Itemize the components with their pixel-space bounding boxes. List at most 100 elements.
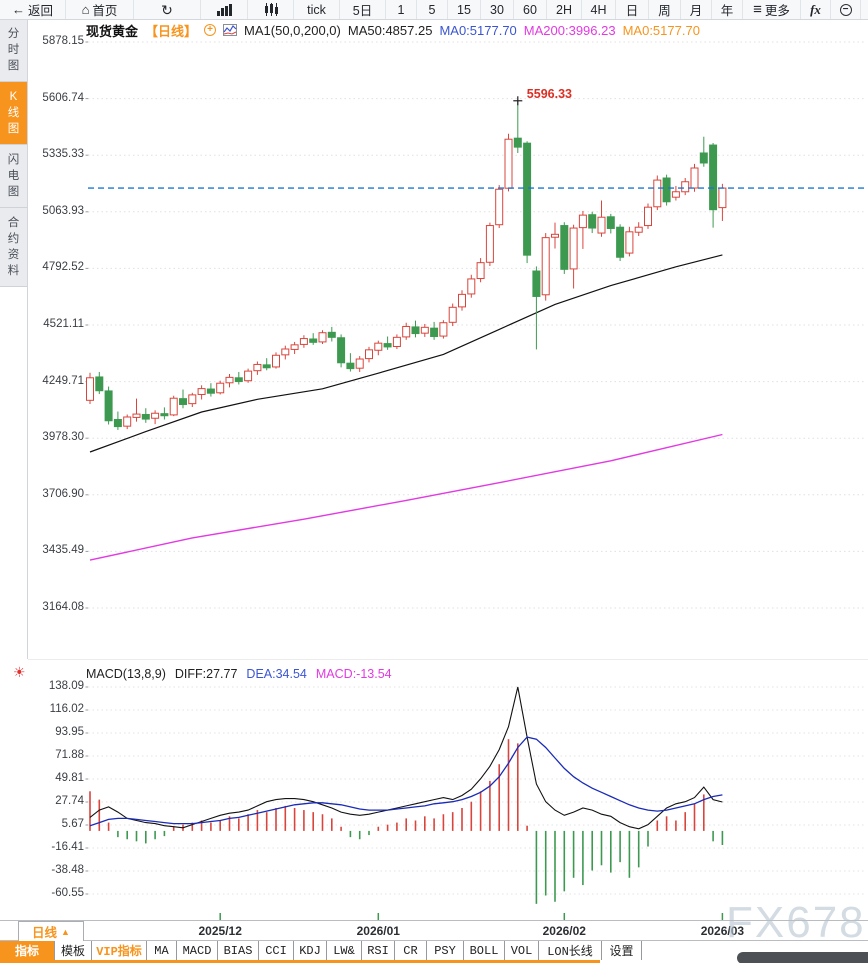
main-y-tick: 3978.30: [42, 431, 84, 444]
tab-cci[interactable]: CCI: [259, 941, 294, 960]
tab-bias[interactable]: BIAS: [218, 941, 259, 960]
back-arrow-icon: ←: [11, 2, 25, 17]
add-indicator-icon[interactable]: +: [204, 24, 217, 36]
x-axis-label: 2026/03: [700, 924, 745, 938]
tab-label: 指标: [14, 945, 39, 959]
toolbar-item-fx[interactable]: fx: [801, 0, 831, 19]
tab-label: LW&: [333, 943, 355, 958]
toolbar-item-tick[interactable]: tick: [294, 0, 340, 19]
tab-vip[interactable]: VIP指标: [92, 941, 147, 960]
indicator-tabbar: 指标 模板 VIP指标 MA MACD BIAS CCI KDJ LW& RSI CR PSY BOLL…: [0, 941, 868, 960]
macd-diff-value: DIFF:27.77: [174, 667, 238, 681]
mini-chart-icon[interactable]: [223, 24, 238, 36]
toolbar-item-1min[interactable]: 1: [386, 0, 417, 19]
candles-icon: [264, 3, 278, 16]
tab-ma[interactable]: MA: [147, 941, 177, 960]
period-selector-button[interactable]: 日线 ▲: [18, 921, 84, 942]
tab-boll[interactable]: BOLL: [464, 941, 505, 960]
pane-separator: [28, 659, 868, 660]
toolbar-item-label: 5日: [352, 4, 373, 18]
tab-label: VIP指标: [96, 945, 142, 959]
bottom-accent-strip: [0, 960, 600, 963]
tab-label: RSI: [367, 943, 389, 958]
toolbar-item-label: 60: [523, 2, 537, 17]
sidebar-item-1[interactable]: 分时图: [0, 19, 27, 82]
tab-kdj[interactable]: KDJ: [294, 941, 327, 960]
menu-icon: ≡: [753, 1, 762, 18]
x-axis-label: 2026/02: [542, 924, 586, 938]
tab-lw[interactable]: LW&: [327, 941, 362, 960]
indicator-settings-icon[interactable]: ☀: [13, 664, 26, 680]
toolbar-item-day[interactable]: 日: [616, 0, 649, 19]
tab-label: PSY: [434, 943, 456, 958]
tab-[interactable]: 设置: [602, 941, 642, 960]
main-y-tick: 5335.33: [42, 148, 84, 161]
toolbar-item-5d[interactable]: 5日: [340, 0, 386, 19]
main-y-tick: 5063.93: [42, 204, 84, 217]
x-axis-label: 2025/12: [198, 924, 242, 938]
tab-label: 设置: [609, 945, 634, 959]
tab-psy[interactable]: PSY: [427, 941, 464, 960]
toolbar-item-refresh[interactable]: ↻: [134, 0, 201, 19]
sidebar-item-label: K线图: [7, 91, 20, 135]
toolbar-item-label: 30: [490, 2, 504, 17]
tab-label: LON长线: [547, 945, 593, 959]
toolbar-item-label: 日: [625, 4, 639, 18]
tab-macd[interactable]: MACD: [177, 941, 218, 960]
sidebar-item-3[interactable]: 闪电图: [0, 145, 27, 208]
tab-rsi[interactable]: RSI: [362, 941, 395, 960]
axis-border-top: [0, 920, 868, 921]
toolbar-item-label: 2H: [556, 2, 572, 17]
main-y-tick: 5878.15: [42, 35, 84, 47]
toolbar-item-candle-mode[interactable]: [248, 0, 294, 19]
macd-y-tick: 27.74: [55, 795, 84, 807]
main-y-tick: 4249.71: [42, 374, 84, 387]
toolbar-item-back[interactable]: ← 返回: [0, 0, 66, 19]
toolbar-item-4h[interactable]: 4H: [582, 0, 616, 19]
chart-header: 现货黄金 【日线】 + MA1(50,0,200,0) MA50:4857.25…: [86, 22, 700, 39]
chevron-up-icon: ▲: [61, 926, 70, 937]
toolbar-item-month[interactable]: 月: [681, 0, 712, 19]
toolbar-item-60min[interactable]: 60: [514, 0, 547, 19]
tab-cr[interactable]: CR: [395, 941, 427, 960]
toolbar-item-label: tick: [307, 2, 326, 17]
toolbar-item-more[interactable]: ≡ 更多: [743, 0, 801, 19]
sidebar-item-label: 分时图: [7, 28, 20, 72]
main-y-tick: 3706.90: [42, 487, 84, 500]
toolbar-item-15min[interactable]: 15: [448, 0, 481, 19]
toolbar-item-home[interactable]: ⌂ 首页: [66, 0, 134, 19]
symbol-title: 现货黄金: [86, 23, 139, 39]
macd-y-tick: -60.55: [51, 887, 84, 899]
macd-dea-value: DEA:34.54: [246, 667, 307, 681]
sidebar-item-2[interactable]: K线图: [0, 82, 27, 145]
toolbar-item-week[interactable]: 周: [649, 0, 681, 19]
tab-[interactable]: 指标: [0, 941, 55, 960]
macd-y-tick: 71.88: [55, 749, 84, 761]
ma0-orange-value: MA0:5177.70: [622, 22, 700, 38]
bar-chart-icon: [217, 4, 232, 16]
toolbar-item-bar-chart-mode[interactable]: [201, 0, 248, 19]
sidebar-item-label: 合约资料: [7, 217, 20, 277]
sidebar-item-4[interactable]: 合约资料: [0, 208, 27, 287]
toolbar-item-year[interactable]: 年: [712, 0, 743, 19]
toolbar-item-zoom-out[interactable]: −: [831, 0, 861, 19]
sidebar-item-label: 闪电图: [7, 154, 20, 198]
tab-[interactable]: 模板: [55, 941, 92, 960]
tab-vol[interactable]: VOL: [505, 941, 539, 960]
toolbar-item-2h[interactable]: 2H: [547, 0, 582, 19]
toolbar-item-label: 首页: [92, 4, 118, 18]
axis-border-bottom: [0, 940, 868, 941]
high-price-annotation: 5596.33: [527, 87, 572, 101]
toolbar-item-30min[interactable]: 30: [481, 0, 514, 19]
toolbar-item-5min[interactable]: 5: [417, 0, 448, 19]
main-y-tick: 3435.49: [42, 544, 84, 557]
scrollbar-thumb[interactable]: [737, 952, 868, 963]
tab-label: MACD: [182, 943, 212, 958]
fx-icon: fx: [810, 1, 821, 17]
tab-lon[interactable]: LON长线: [539, 941, 602, 960]
toolbar-item-zoom-in[interactable]: +: [861, 0, 868, 19]
tab-label: MA: [154, 943, 169, 958]
